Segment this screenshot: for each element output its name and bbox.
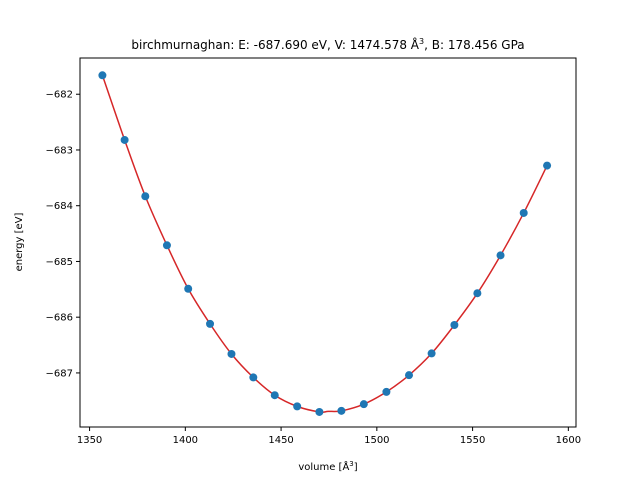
axes-frame — [79, 57, 577, 428]
data-point — [249, 373, 258, 382]
chart-title: birchmurnaghan: E: -687.690 eV, V: 1474.… — [131, 37, 524, 52]
data-point — [543, 161, 552, 170]
x-tick-label: 1600 — [556, 435, 581, 446]
x-tick-label: 1350 — [77, 435, 102, 446]
plot-area — [98, 71, 552, 416]
data-point — [98, 71, 107, 80]
y-tick-label: −684 — [46, 201, 73, 212]
data-point — [293, 402, 302, 411]
data-point — [162, 241, 171, 250]
data-point — [382, 387, 391, 396]
y-tick-label: −683 — [46, 145, 73, 156]
data-point — [450, 320, 459, 329]
data-point — [206, 319, 215, 328]
data-point — [427, 349, 436, 358]
data-point — [270, 391, 279, 400]
axis-ticks: 1350 1400 1450 1500 1550 1600 −687 −686 −685 −684… — [46, 90, 582, 446]
x-tick-label: 1400 — [173, 435, 198, 446]
x-tick-label: 1450 — [268, 435, 293, 446]
x-tick-label: 1550 — [460, 435, 485, 446]
data-point — [337, 406, 346, 415]
y-tick-label: −685 — [46, 257, 73, 268]
data-point — [184, 284, 193, 293]
x-axis-label: volume [Å3] — [298, 460, 357, 473]
data-point — [315, 407, 324, 416]
data-point — [120, 135, 129, 144]
y-tick-label: −686 — [46, 313, 73, 324]
y-axis-label: energy [eV] — [14, 212, 25, 271]
data-point — [405, 371, 414, 380]
data-point — [519, 208, 528, 217]
data-point — [141, 192, 150, 201]
data-point — [359, 400, 368, 409]
x-tick-label: 1500 — [364, 435, 389, 446]
data-point — [496, 251, 505, 260]
data-point — [473, 289, 482, 298]
y-tick-label: −687 — [46, 368, 73, 379]
y-tick-label: −682 — [46, 90, 73, 101]
fit-curve — [101, 75, 548, 413]
data-point — [227, 349, 236, 358]
